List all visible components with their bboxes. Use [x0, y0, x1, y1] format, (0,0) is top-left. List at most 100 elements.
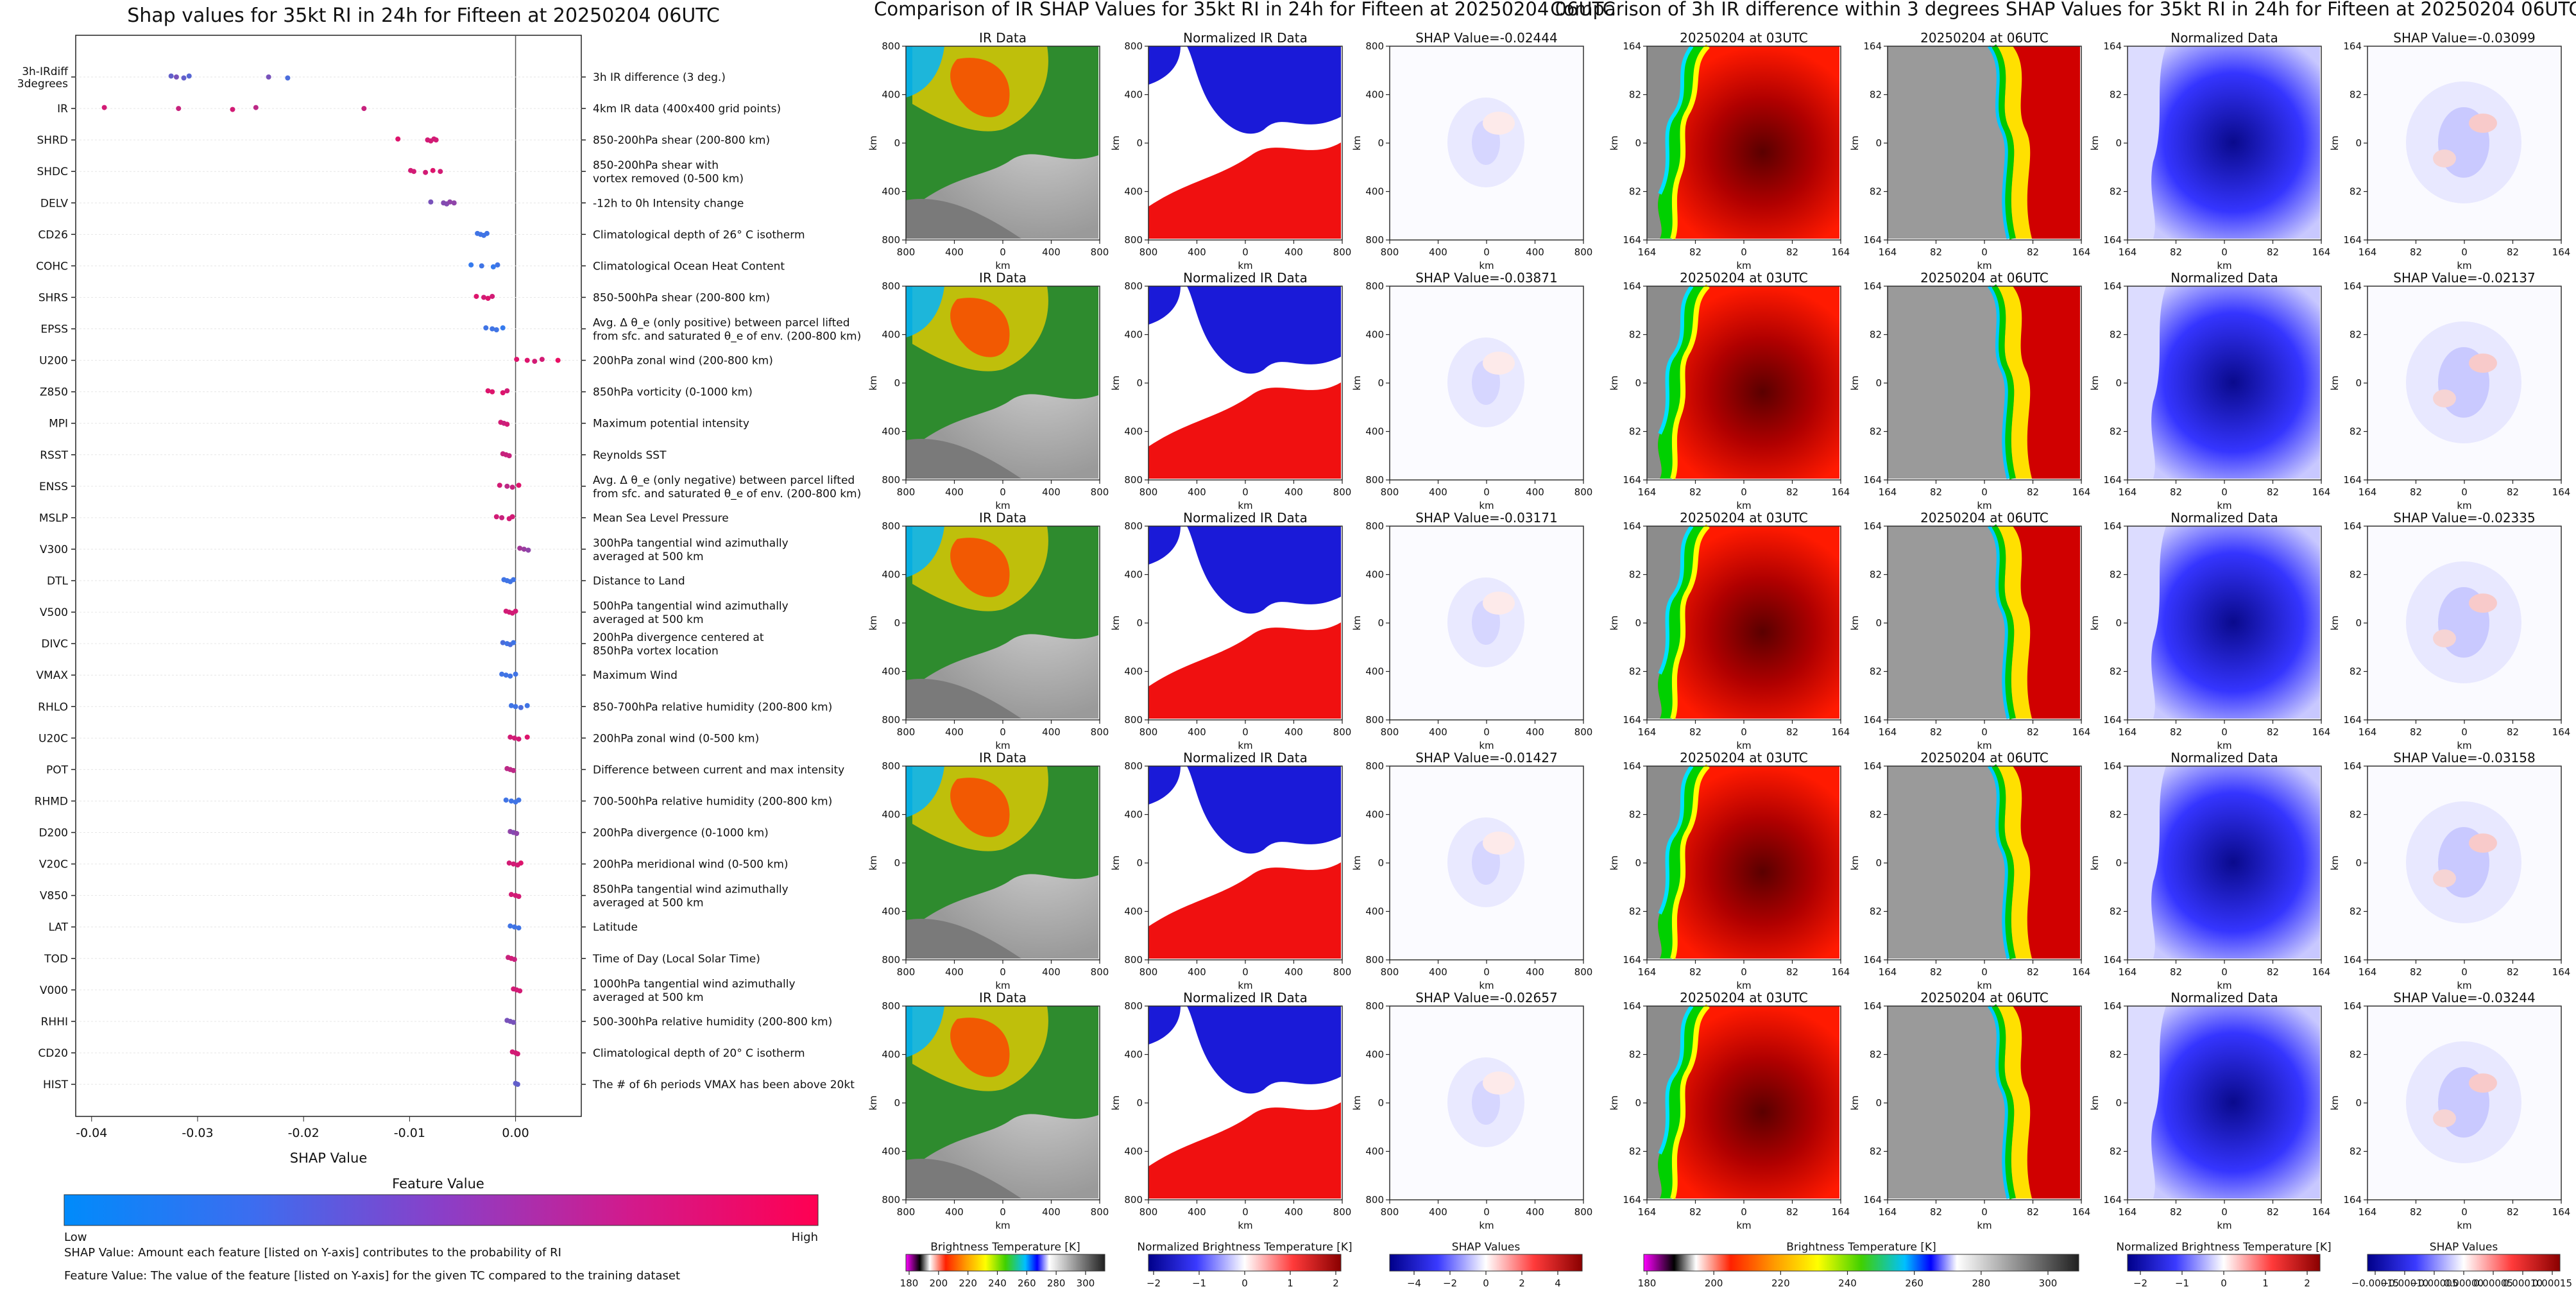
x-tick-label: 800 — [1381, 486, 1399, 498]
y-tick-label: 82 — [2350, 906, 2362, 918]
x-tick-label: 0 — [1981, 1206, 1988, 1218]
x-tick-label: 800 — [1574, 1206, 1593, 1218]
subplot-title: SHAP Value=-0.02444 — [1415, 30, 1557, 46]
feature-code-label: MPI — [49, 418, 68, 431]
feature-description-line: Distance to Land — [593, 575, 685, 588]
feature-description-line: averaged at 500 km — [593, 551, 704, 563]
colorbar-tick-label: 200 — [930, 1277, 948, 1289]
x-tick-label: 800 — [1333, 726, 1352, 738]
x-tick-label: 400 — [1284, 246, 1303, 258]
feature-description-line: 850-200hPa shear (200-800 km) — [593, 134, 770, 147]
y-tick-label: 164 — [1623, 234, 1641, 246]
colorbar-tick-label: −0.00015 — [2351, 1277, 2400, 1289]
shap-point — [511, 577, 516, 583]
x-tick-label: 164 — [1832, 486, 1850, 498]
y-tick-label: 82 — [2350, 1049, 2362, 1061]
x-tick-label: 164 — [2119, 726, 2137, 738]
y-tick-label: 164 — [2103, 1000, 2122, 1012]
feature-description-label: 500hPa tangential wind azimuthally averag… — [593, 600, 789, 626]
x-axis-label: km — [1977, 1220, 1992, 1231]
shap-point — [285, 75, 291, 81]
feature-description-label: 200hPa divergence centered at 850hPa vort… — [593, 631, 764, 658]
x-tick-label: 164 — [1832, 966, 1850, 978]
y-tick-label: 0 — [2115, 857, 2122, 869]
y-tick-label: 0 — [2355, 1097, 2362, 1109]
subplot-image — [906, 46, 1098, 239]
feature-description-label: Avg. Δ θ_e (only negative) between parce… — [593, 474, 861, 500]
y-tick-label: 400 — [882, 89, 900, 101]
feature-code-line: LAT — [48, 921, 68, 934]
shap-point — [428, 199, 434, 205]
x-tick-label: 82 — [1689, 486, 1702, 498]
shap-point — [497, 482, 502, 488]
y-tick-label: 800 — [1365, 954, 1384, 966]
subplot-image — [1647, 286, 1839, 479]
shap-point — [493, 514, 499, 520]
y-tick-label: 82 — [2350, 569, 2362, 581]
feature-description-line: Mean Sea Level Pressure — [593, 512, 729, 525]
y-tick-label: 82 — [2350, 666, 2362, 678]
x-tick-label: 164 — [1638, 966, 1657, 978]
y-tick-label: 82 — [1629, 809, 1641, 821]
colorbar — [905, 1254, 1105, 1272]
shap-point — [499, 671, 505, 677]
y-tick-label: 400 — [1124, 569, 1143, 581]
y-tick-label: 82 — [2350, 809, 2362, 821]
y-tick-label: 400 — [1124, 89, 1143, 101]
shap-point — [517, 988, 523, 994]
x-axis-label: km — [1238, 500, 1252, 511]
subplot-image — [1888, 526, 2080, 719]
feature-code-line: U20C — [38, 732, 68, 745]
y-tick-label: 800 — [1124, 474, 1143, 486]
y-tick-label: 0 — [2115, 1097, 2122, 1109]
x-tick-label: 82 — [2507, 1206, 2519, 1218]
shap-point — [518, 704, 524, 710]
x-axis-label: km — [1736, 980, 1751, 991]
feature-description-line: Climatological depth of 20° C isotherm — [593, 1047, 805, 1060]
feature-code-line: IR — [57, 103, 68, 115]
x-tick-label: 400 — [1429, 1206, 1447, 1218]
feature-description-line: 3h IR difference (3 deg.) — [593, 71, 726, 84]
y-tick-label: 400 — [1124, 809, 1143, 821]
feature-description-line: Avg. Δ θ_e (only positive) between parce… — [593, 317, 850, 330]
colorbar-tick-label: 180 — [900, 1277, 919, 1289]
subplot-title: 20250204 at 06UTC — [1920, 270, 2049, 286]
x-tick-label: -0.02 — [288, 1126, 320, 1140]
y-tick-label: 800 — [1365, 234, 1384, 246]
feature-code-label: V500 — [40, 606, 68, 619]
y-axis-label: km — [867, 135, 879, 150]
x-axis-label: km — [995, 1220, 1010, 1231]
y-axis-label: km — [867, 855, 879, 870]
colorbar-tick-label: 0 — [1241, 1277, 1248, 1289]
y-tick-label: 800 — [882, 760, 900, 772]
y-tick-label: 400 — [1365, 89, 1384, 101]
y-tick-label: 400 — [1365, 426, 1384, 438]
shap-point — [513, 671, 518, 677]
y-tick-label: 0 — [1136, 377, 1143, 389]
subplot-image — [2367, 766, 2560, 959]
feature-description-label: 1000hPa tangential wind azimuthally avera… — [593, 978, 796, 1004]
shap-point — [516, 482, 522, 488]
subplot-image — [1888, 766, 2080, 959]
y-tick-label: 400 — [1124, 329, 1143, 341]
shap-point — [514, 357, 520, 363]
y-tick-label: 82 — [1870, 906, 1882, 918]
shap-point — [508, 673, 513, 679]
shap-point — [504, 483, 510, 489]
subplot-title: SHAP Value=-0.03871 — [1415, 270, 1557, 286]
y-tick-label: 164 — [1623, 760, 1641, 772]
x-tick-label: 400 — [1429, 966, 1447, 978]
feature-code-line: RHLO — [38, 701, 68, 713]
x-tick-label: 82 — [2027, 486, 2039, 498]
y-tick-label: 82 — [1870, 569, 1882, 581]
y-axis-label: km — [867, 1095, 879, 1110]
x-tick-label: 0 — [2221, 486, 2228, 498]
colorbar-label: SHAP Values — [1452, 1241, 1521, 1254]
x-tick-label: 82 — [2267, 246, 2279, 258]
x-tick-label: 0 — [1000, 726, 1006, 738]
subplot-title: 20250204 at 03UTC — [1680, 990, 1808, 1005]
diffLayer-section-title: Comparison of 3h IR difference within 3 … — [1550, 0, 2576, 20]
x-tick-label: 400 — [1188, 1206, 1206, 1218]
x-tick-label: 800 — [1091, 966, 1109, 978]
x-tick-label: 800 — [1091, 1206, 1109, 1218]
